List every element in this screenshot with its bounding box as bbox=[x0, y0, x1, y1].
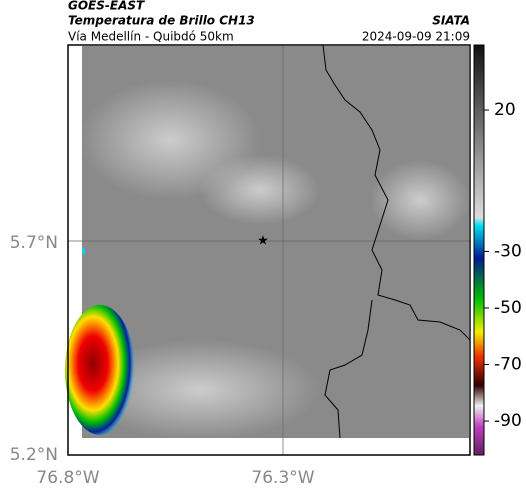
cloud bbox=[80, 340, 320, 440]
map: ★ bbox=[65, 44, 471, 456]
frame bbox=[67, 44, 471, 456]
storm-cell bbox=[65, 305, 135, 435]
product: Temperatura de Brillo CH13 bbox=[68, 14, 255, 28]
region: Vía Medellín - Quibdó 50km bbox=[68, 30, 234, 44]
source: SIATA bbox=[432, 14, 470, 28]
colorbar bbox=[473, 44, 485, 456]
colorbar-tick-label: -70 bbox=[494, 355, 522, 375]
lat-label: 5.2°N bbox=[10, 445, 58, 465]
lon-label: 76.8°W bbox=[36, 468, 99, 488]
city-marker: ★ bbox=[257, 234, 269, 249]
border bbox=[322, 44, 471, 341]
colorbar-tick-label: 20 bbox=[494, 100, 516, 120]
border bbox=[324, 299, 373, 439]
satellite: GOES-EAST bbox=[68, 0, 145, 13]
timestamp: 2024-09-09 21:09 bbox=[362, 30, 470, 44]
storm-cell bbox=[82, 248, 85, 254]
lon-label: 76.3°W bbox=[251, 468, 314, 488]
cloud bbox=[200, 155, 320, 225]
colorbar-tick-label: -50 bbox=[494, 298, 522, 318]
colorbar-tick-label: -90 bbox=[494, 411, 522, 431]
lat-label: 5.7°N bbox=[10, 233, 58, 253]
cloud bbox=[370, 160, 470, 240]
colorbar-tick-label: -30 bbox=[494, 241, 522, 261]
